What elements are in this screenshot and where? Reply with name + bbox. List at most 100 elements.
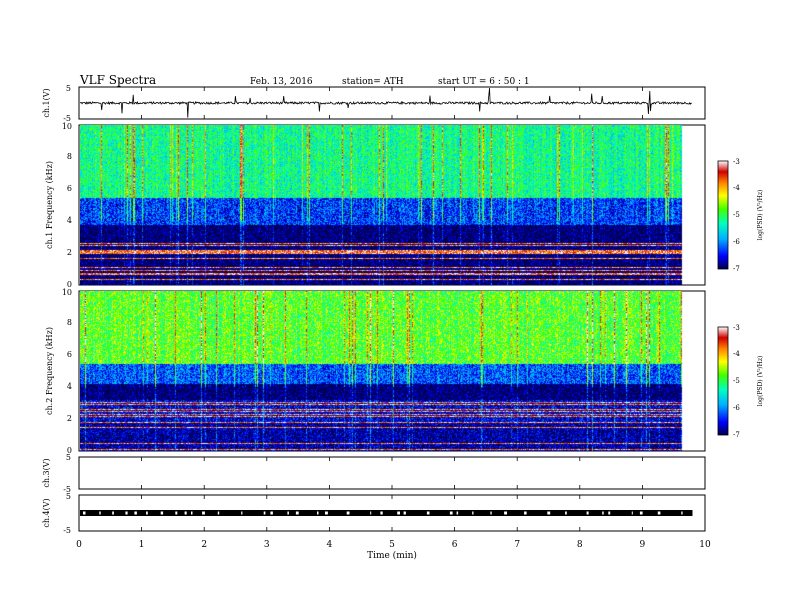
ch4-signal-gap (112, 511, 114, 515)
ch4-signal-gap (295, 511, 299, 515)
ch1-ytick-2: 2 (67, 248, 72, 257)
ch4-signal-gap (191, 511, 193, 515)
ch2-ytick-6: 6 (67, 350, 72, 359)
ch2-ytick-0: 0 (67, 446, 72, 455)
ch4-signal-gap (504, 511, 507, 515)
ch4-signal-gap (83, 511, 86, 515)
x-tick-label-5: 5 (389, 540, 395, 550)
station-label: station= ATH (342, 77, 404, 87)
ch4-signal-gap (287, 511, 289, 515)
ch1-spectrogram-image (80, 125, 694, 285)
ch4-signal-gap (125, 511, 128, 515)
ch1-ytick-0: 0 (67, 280, 72, 289)
ch4-signal-gap (380, 511, 383, 515)
ch4-waveform-trace (80, 510, 693, 516)
ch2-colorbar: -3 -4 -5 -6 -7 log(PSD) (V²/Hz) (717, 324, 764, 439)
ch3-ytick-top: 5 (66, 453, 71, 462)
start-time-label: start UT = 6 : 50 : 1 (438, 77, 530, 87)
x-tick-label-2: 2 (201, 540, 207, 550)
ch4-signal-gap (346, 511, 350, 515)
ch1-colorbar-label: log(PSD) (V²/Hz) (757, 190, 764, 241)
ch4-signal-gap (456, 511, 459, 515)
time-axis-label: Time (min) (367, 550, 417, 561)
ch2-cbar-tick-m4: -4 (733, 350, 740, 358)
ch3-waveform-frame (78, 456, 706, 490)
date-label: Feb. 13, 2016 (250, 77, 313, 87)
ch4-signal-gap (317, 511, 319, 515)
ch1-colorbar: -3 -4 -5 -6 -7 log(PSD) (V²/Hz) (717, 158, 764, 273)
ch1-cbar-tick-m3: -3 (733, 158, 740, 166)
x-tick-label-8: 8 (577, 540, 583, 550)
ch4-signal-gap (217, 511, 220, 515)
ch4-signal-gap (602, 511, 604, 515)
ch2-colorbar-label: log(PSD) (V²/Hz) (757, 356, 764, 407)
ch2-spectrogram-image (80, 291, 694, 451)
ch4-signal-gap (565, 511, 567, 515)
ch4-signal-gap (146, 511, 148, 515)
ch1-ytick-8: 8 (67, 152, 72, 161)
ch4-ylabel: ch.4(V) (42, 498, 51, 527)
ch4-ytick-bottom: -5 (63, 526, 71, 535)
ch4-signal-gap (325, 511, 328, 515)
ch1-ytick-6: 6 (67, 184, 72, 193)
ch1-cbar-tick-m6: -6 (733, 238, 740, 246)
ch2-ytick-2: 2 (67, 414, 72, 423)
ch1-cbar-tick-m5: -5 (733, 211, 740, 219)
ch4-signal-gap (397, 511, 400, 515)
ch3-ytick-bottom: -5 (63, 485, 71, 494)
ch2-cbar-tick-m6: -6 (733, 404, 740, 412)
ch4-ytick-top: 5 (66, 492, 71, 501)
ch4-signal-gap (160, 511, 164, 515)
ch1-cbar-tick-m4: -4 (733, 184, 740, 192)
ch1-ytick-top: 5 (66, 84, 71, 93)
ch1-waveform-trace (80, 87, 692, 118)
x-tick-label-4: 4 (327, 540, 333, 550)
ch4-signal-gap (403, 511, 406, 515)
ch4-signal-gap (472, 511, 474, 515)
ch3-ylabel: ch.3(V) (42, 458, 51, 487)
x-tick-label-1: 1 (139, 540, 145, 550)
ch2-ytick-8: 8 (67, 318, 72, 327)
figure-title: VLF Spectra (79, 73, 156, 87)
ch4-signal-gap (524, 511, 527, 515)
ch4-signal-gap (134, 511, 137, 515)
ch1-ytick-4: 4 (67, 216, 72, 225)
ch4-signal-gap (547, 511, 551, 515)
ch4-signal-gap (270, 511, 273, 515)
ch4-signal-gap (608, 511, 611, 515)
ch4-signal-gap (184, 511, 187, 515)
ch2-cbar-tick-m5: -5 (733, 377, 740, 385)
ch2-ytick-4: 4 (67, 382, 72, 391)
ch1-cbar-tick-m7: -7 (733, 265, 740, 273)
ch1-colorbar-scale (717, 160, 729, 270)
x-tick-label-0: 0 (76, 540, 82, 550)
x-tick-label-6: 6 (452, 540, 458, 550)
ch4-signal-gap (639, 511, 643, 515)
ch4-signal-gap (370, 511, 372, 515)
ch4-signal-bar (80, 510, 693, 516)
ch2-ytick-10: 10 (62, 288, 72, 297)
ch4-signal-gap (175, 511, 178, 515)
ch1-ylabel: ch.1(V) (42, 88, 51, 117)
x-tick-label-9: 9 (640, 540, 646, 550)
ch4-signal-gap (99, 511, 101, 515)
ch1-ytick-10: 10 (62, 122, 72, 131)
ch4-signal-gap (241, 511, 243, 515)
ch2-cbar-tick-m7: -7 (733, 431, 740, 439)
ch4-signal-gap (202, 511, 205, 515)
ch1-ytick-bottom: -5 (63, 114, 71, 123)
x-tick-label-10: 10 (699, 540, 711, 550)
ch4-signal-gap (426, 511, 430, 515)
ch4-signal-gap (586, 511, 589, 515)
ch2-cbar-tick-m3: -3 (733, 324, 740, 332)
ch4-signal-gap (631, 511, 633, 515)
ch2-colorbar-scale (717, 326, 729, 436)
ch2-spectrogram-ylabel: ch.2 Frequency (kHz) (45, 327, 54, 415)
ch1-spectrogram-ylabel: ch.1 Frequency (kHz) (45, 161, 54, 249)
ch4-signal-gap (490, 511, 492, 515)
x-tick-label-7: 7 (514, 540, 520, 550)
ch4-signal-gap (681, 511, 683, 515)
ch4-signal-gap (657, 511, 661, 515)
ch4-signal-gap (263, 511, 266, 515)
x-tick-label-3: 3 (264, 540, 270, 550)
